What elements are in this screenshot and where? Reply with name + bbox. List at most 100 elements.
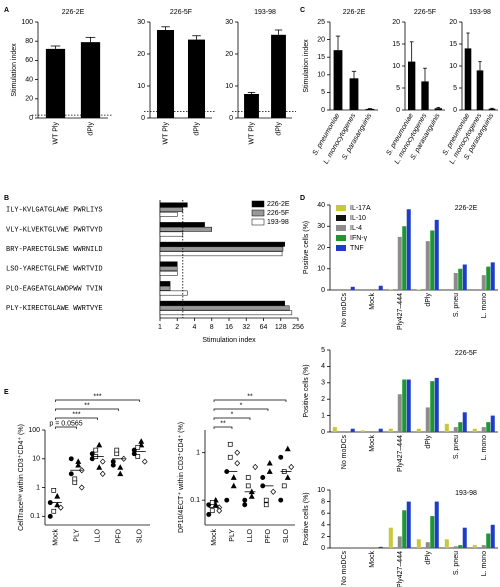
y-tick-label: 0 bbox=[321, 107, 325, 114]
significance-label: * bbox=[240, 402, 243, 409]
y-tick-label: 1 bbox=[36, 484, 40, 491]
bar bbox=[453, 546, 458, 548]
data-point bbox=[234, 460, 241, 467]
data-point bbox=[266, 459, 273, 466]
legend-swatch bbox=[336, 215, 346, 221]
y-tick-label: 0 bbox=[229, 115, 233, 122]
data-point bbox=[224, 497, 230, 503]
x-tick-label: 1 bbox=[158, 324, 162, 331]
significance-bracket bbox=[213, 426, 233, 429]
x-tick-label: 32 bbox=[242, 324, 250, 331]
data-point bbox=[216, 507, 223, 514]
x-tick-label: dPly bbox=[425, 435, 432, 449]
chart-title: 226-2E bbox=[62, 9, 85, 16]
bar bbox=[159, 226, 212, 232]
y-tick-label: 40 bbox=[317, 202, 325, 209]
bar bbox=[453, 427, 458, 432]
legend-label: IFN-γ bbox=[350, 235, 368, 242]
y-tick-label: 10 bbox=[317, 266, 325, 273]
x-tick-label: dPly bbox=[425, 293, 432, 307]
bar bbox=[159, 300, 285, 306]
bar bbox=[434, 501, 439, 548]
bar bbox=[156, 30, 175, 118]
bar bbox=[453, 273, 458, 290]
data-point bbox=[209, 499, 215, 505]
bar bbox=[486, 422, 491, 432]
x-tick-label: Ply427–444 bbox=[397, 551, 404, 587]
chart-title: 226-5F bbox=[170, 9, 192, 16]
bar bbox=[430, 516, 435, 548]
data-point bbox=[68, 471, 74, 477]
data-point bbox=[260, 475, 266, 480]
x-tick-label: WT Ply bbox=[162, 122, 169, 145]
x-tick-label: 64 bbox=[260, 324, 268, 331]
significance-label: * bbox=[231, 411, 234, 418]
data-point bbox=[248, 493, 255, 499]
legend-swatch bbox=[336, 245, 346, 251]
y-tick-label: 15 bbox=[449, 41, 457, 48]
y-tick-label: 10 bbox=[317, 72, 325, 79]
x-tick-label: Mock bbox=[369, 551, 376, 568]
legend-label: TNF bbox=[350, 245, 364, 252]
bar bbox=[408, 61, 416, 110]
data-point bbox=[278, 454, 284, 460]
y-tick-label: 5 bbox=[396, 85, 400, 92]
y-tick-label: 3 bbox=[321, 380, 325, 387]
data-point bbox=[278, 497, 284, 503]
bar bbox=[397, 236, 402, 290]
data-point bbox=[54, 492, 61, 499]
bar bbox=[80, 42, 101, 118]
x-tick-label: 4 bbox=[193, 324, 197, 331]
x-tick-label: S. pneu bbox=[453, 435, 460, 459]
bar bbox=[271, 34, 286, 118]
y-tick-label: 5 bbox=[321, 89, 325, 96]
x-tick-label: LLO bbox=[94, 528, 101, 542]
data-point bbox=[270, 488, 277, 495]
significance-label: ** bbox=[247, 393, 253, 400]
bar bbox=[159, 305, 290, 311]
bar bbox=[333, 50, 343, 110]
bar bbox=[421, 81, 429, 110]
significance-label: ** bbox=[220, 420, 226, 427]
y-tick-label: 20 bbox=[137, 51, 145, 58]
data-point bbox=[99, 470, 106, 477]
significance-bracket bbox=[55, 408, 119, 411]
bar bbox=[187, 39, 206, 118]
x-tick-label: 16 bbox=[225, 324, 233, 331]
data-point bbox=[75, 458, 82, 464]
bar bbox=[458, 268, 463, 290]
chart-title: 226-5F bbox=[455, 350, 477, 357]
bar bbox=[458, 422, 463, 432]
chart-title: 193-98 bbox=[254, 9, 276, 16]
x-tick-label: 2 bbox=[175, 324, 179, 331]
y-axis-label: DP10/4ECT⁺ within CD3⁺CD4⁺ (%) bbox=[177, 422, 185, 533]
panel-label: C bbox=[300, 7, 305, 14]
bar bbox=[416, 539, 421, 548]
data-point bbox=[51, 508, 57, 514]
y-tick-label: 0 bbox=[29, 115, 33, 122]
legend-swatch bbox=[336, 235, 346, 241]
panel-label: E bbox=[4, 389, 9, 396]
data-point bbox=[263, 502, 269, 508]
bar bbox=[430, 381, 435, 432]
x-tick-label: LLO bbox=[247, 528, 254, 542]
y-tick-label: 20 bbox=[317, 36, 325, 43]
bar bbox=[388, 289, 393, 290]
bar bbox=[159, 261, 178, 267]
chart-title: 193-98 bbox=[469, 9, 491, 16]
significance-bracket bbox=[213, 408, 269, 411]
data-point bbox=[110, 459, 116, 465]
bar bbox=[159, 246, 284, 252]
data-point bbox=[99, 458, 106, 465]
bar bbox=[481, 275, 486, 290]
y-tick-label: 30 bbox=[137, 19, 145, 26]
x-tick-label: PFO bbox=[265, 528, 272, 543]
bar bbox=[486, 266, 491, 290]
x-tick-label: No moDCs bbox=[341, 293, 348, 328]
data-point bbox=[51, 487, 57, 493]
panel-label: A bbox=[4, 7, 9, 14]
bar bbox=[490, 524, 495, 548]
y-tick-label: 0 bbox=[453, 107, 457, 114]
y-tick-label: 0.1 bbox=[30, 513, 40, 520]
sequence-label: PLY-KIRECTGLAWE WWRTVYE bbox=[6, 305, 103, 313]
